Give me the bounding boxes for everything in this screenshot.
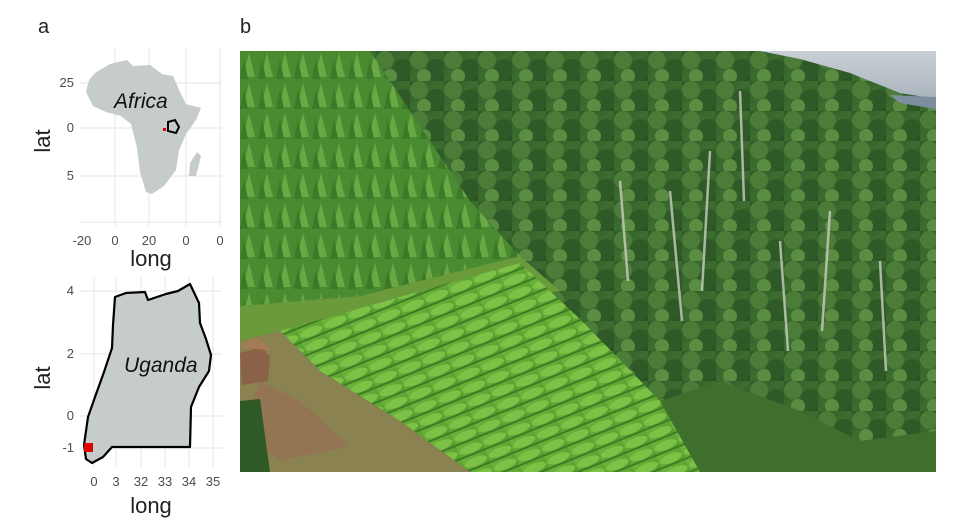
uganda-x-tick-34: 34 (182, 474, 196, 489)
uganda-y-axis-title: lat (30, 366, 55, 389)
pine-plantation (240, 51, 520, 306)
foreground-trees (660, 381, 936, 472)
study-site-marker-africa (163, 128, 166, 131)
africa-map: Africa 25 0 5 -20 0 20 0 0 long lat (30, 48, 224, 271)
panel-label-a: a (38, 16, 50, 38)
uganda-y-tick-4: 4 (67, 283, 74, 298)
africa-x-tick-20: 20 (142, 233, 156, 248)
uganda-x-tick-32: 32 (134, 474, 148, 489)
uganda-map-title: Uganda (124, 354, 198, 377)
africa-x-tick-0c: 0 (216, 233, 223, 248)
africa-y-tick-25: 25 (60, 75, 74, 90)
tree-trunks (618, 90, 888, 372)
uganda-x-tick-33: 33 (158, 474, 172, 489)
uganda-landmass (82, 282, 213, 465)
africa-y-tick-0: 0 (67, 120, 74, 135)
panel-label-b: b (240, 16, 252, 38)
africa-landmass (86, 60, 201, 194)
africa-map-title: Africa (112, 90, 168, 113)
hut-roof (240, 337, 274, 351)
africa-x-tick-0b: 0 (182, 233, 189, 248)
uganda-y-tick-2: 2 (67, 346, 74, 361)
uganda-outline-in-africa (167, 118, 181, 135)
photo-illustration (240, 51, 936, 472)
africa-x-tick-0: 0 (111, 233, 118, 248)
bare-soil (240, 381, 350, 461)
distant-hills (890, 95, 936, 109)
study-site-marker-uganda (84, 443, 93, 452)
uganda-x-tick-0: 0 (90, 474, 97, 489)
tea-field (280, 263, 710, 472)
uganda-map: Uganda 4 2 0 -1 0 3 32 33 34 35 long lat (30, 277, 222, 518)
uganda-y-tick-minus1: -1 (62, 440, 74, 455)
africa-y-axis-title: lat (30, 129, 55, 152)
uganda-x-tick-35: 35 (206, 474, 220, 489)
africa-x-axis-title: long (130, 246, 172, 271)
uganda-x-tick-3: 3 (112, 474, 119, 489)
uganda-x-axis-title: long (130, 493, 172, 518)
africa-y-tick-5: 5 (67, 168, 74, 183)
uganda-y-tick-0: 0 (67, 408, 74, 423)
madagascar (189, 152, 201, 176)
hut (240, 347, 270, 385)
africa-x-tick-minus20: -20 (73, 233, 92, 248)
sky (760, 51, 936, 99)
left-foreground-tree (240, 399, 270, 472)
tea-plantation-forest-photo (240, 51, 936, 472)
